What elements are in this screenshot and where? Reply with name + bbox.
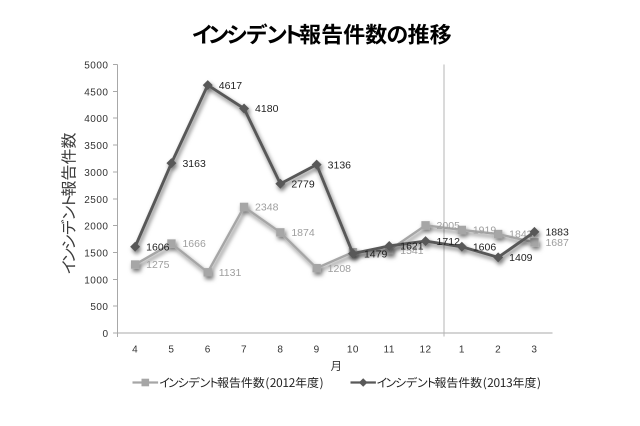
svg-text:5: 5 xyxy=(168,344,174,355)
svg-text:9: 9 xyxy=(314,344,320,355)
svg-text:1712: 1712 xyxy=(437,236,461,248)
svg-text:1208: 1208 xyxy=(328,263,352,275)
svg-text:3000: 3000 xyxy=(84,168,108,179)
svg-text:1621: 1621 xyxy=(400,241,424,253)
svg-text:4: 4 xyxy=(132,344,138,355)
svg-text:1606: 1606 xyxy=(146,241,170,253)
svg-text:1919: 1919 xyxy=(473,225,497,237)
svg-text:1883: 1883 xyxy=(545,227,569,239)
svg-text:2779: 2779 xyxy=(291,178,315,190)
svg-text:3163: 3163 xyxy=(182,158,206,170)
svg-text:1500: 1500 xyxy=(84,248,108,259)
svg-text:1541: 1541 xyxy=(400,245,424,257)
svg-text:8: 8 xyxy=(277,344,283,355)
svg-text:1666: 1666 xyxy=(182,238,206,250)
svg-text:11: 11 xyxy=(384,344,395,355)
svg-text:2000: 2000 xyxy=(84,222,108,233)
svg-text:1131: 1131 xyxy=(219,267,242,279)
svg-text:1687: 1687 xyxy=(545,237,569,249)
svg-text:1479: 1479 xyxy=(364,248,388,260)
svg-text:5000: 5000 xyxy=(84,61,108,72)
svg-text:3: 3 xyxy=(531,344,537,355)
svg-text:4000: 4000 xyxy=(84,114,108,125)
svg-text:1275: 1275 xyxy=(146,259,170,271)
svg-text:12: 12 xyxy=(419,344,431,355)
svg-text:2005: 2005 xyxy=(437,220,461,232)
svg-text:6: 6 xyxy=(205,344,211,355)
svg-text:1606: 1606 xyxy=(473,241,497,253)
svg-text:4617: 4617 xyxy=(219,80,243,92)
svg-text:1: 1 xyxy=(459,344,465,355)
svg-text:7: 7 xyxy=(241,344,247,355)
svg-text:1000: 1000 xyxy=(84,275,108,286)
svg-text:4500: 4500 xyxy=(84,87,108,98)
svg-text:3500: 3500 xyxy=(84,141,108,152)
svg-text:1409: 1409 xyxy=(509,252,533,264)
svg-text:4180: 4180 xyxy=(255,103,279,115)
svg-text:2500: 2500 xyxy=(84,195,108,206)
svg-text:0: 0 xyxy=(102,329,108,340)
svg-text:500: 500 xyxy=(90,302,108,313)
svg-text:10: 10 xyxy=(347,344,359,355)
svg-text:1874: 1874 xyxy=(291,227,315,239)
svg-text:3136: 3136 xyxy=(328,159,352,171)
svg-text:2348: 2348 xyxy=(255,202,279,214)
svg-text:2: 2 xyxy=(495,344,501,355)
